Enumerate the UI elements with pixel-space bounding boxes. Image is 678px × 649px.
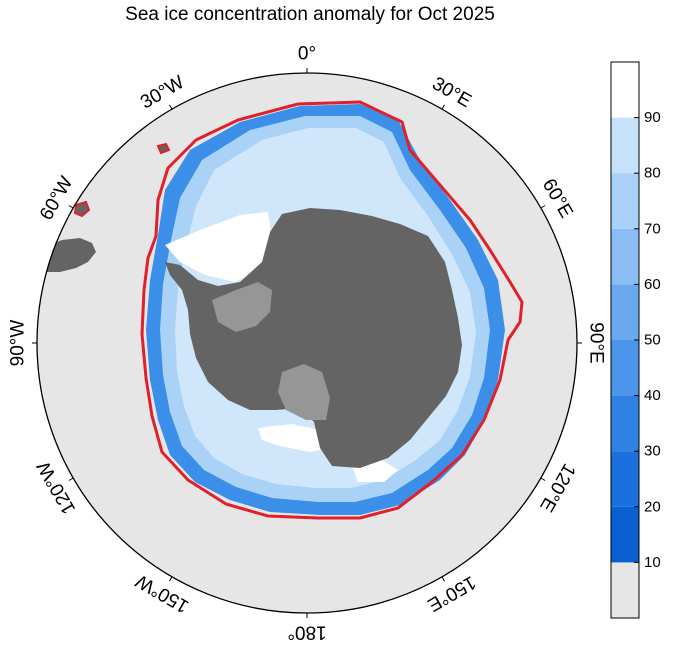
colorbar-swatch: [611, 395, 639, 452]
antarctica-land: [165, 208, 462, 468]
polar-map: 0°30°E60°E90°E120°E150°E180°150°W120°W90…: [8, 44, 607, 643]
sea-ice-full-weddell: [165, 212, 272, 282]
colorbar-tick-label: 20: [644, 498, 661, 515]
longitude-tick: [540, 477, 546, 481]
median-ice-edge: [140, 100, 524, 520]
ronne-filchner-ice-shelf: [212, 282, 272, 332]
longitude-label: 180°: [287, 622, 326, 643]
ross-ice-shelf: [278, 364, 330, 420]
colorbar-tick-label: 50: [644, 332, 661, 349]
colorbar: 10 20 30 40 50 60 70 80 90: [610, 61, 661, 619]
colorbar-swatches: [611, 62, 639, 618]
colorbar-swatch: [611, 340, 639, 396]
longitude-label: 0°: [298, 44, 316, 65]
colorbar-tick-label: 30: [644, 443, 661, 460]
colorbar-swatch: [611, 506, 639, 563]
longitude-tick: [540, 205, 546, 209]
colorbar-tick-label: 80: [644, 165, 661, 182]
page-title: Sea ice concentration anomaly for Oct 20…: [125, 4, 495, 25]
colorbar-tick-label: 70: [644, 220, 661, 237]
longitude-tick: [169, 576, 173, 582]
longitude-label: 90°E: [586, 322, 607, 363]
colorbar-ticks: 10 20 30 40 50 60 70 80 90: [634, 109, 661, 571]
colorbar-swatch: [611, 117, 639, 174]
longitude-label: 90°W: [8, 320, 29, 367]
falkland-islands: [73, 200, 91, 218]
south-georgia: [156, 142, 171, 155]
longitude-tick: [441, 104, 445, 110]
colorbar-tick-label: 90: [644, 109, 661, 126]
sea-ice-full-ross: [258, 424, 330, 452]
longitude-tick: [68, 477, 74, 481]
colorbar-swatch: [611, 62, 639, 118]
colorbar-swatch: [611, 228, 639, 285]
colorbar-tick-label: 60: [644, 276, 661, 293]
longitude-tick: [169, 104, 173, 110]
colorbar-tick-label: 10: [644, 554, 661, 571]
colorbar-swatch: [611, 451, 639, 507]
longitude-tick: [441, 576, 445, 582]
longitude-ticks: [32, 68, 582, 618]
colorbar-swatch: [611, 284, 639, 340]
longitude-tick: [68, 205, 74, 209]
colorbar-swatch: [611, 173, 639, 229]
colorbar-swatch: [611, 562, 639, 618]
colorbar-tick-label: 40: [644, 387, 661, 404]
